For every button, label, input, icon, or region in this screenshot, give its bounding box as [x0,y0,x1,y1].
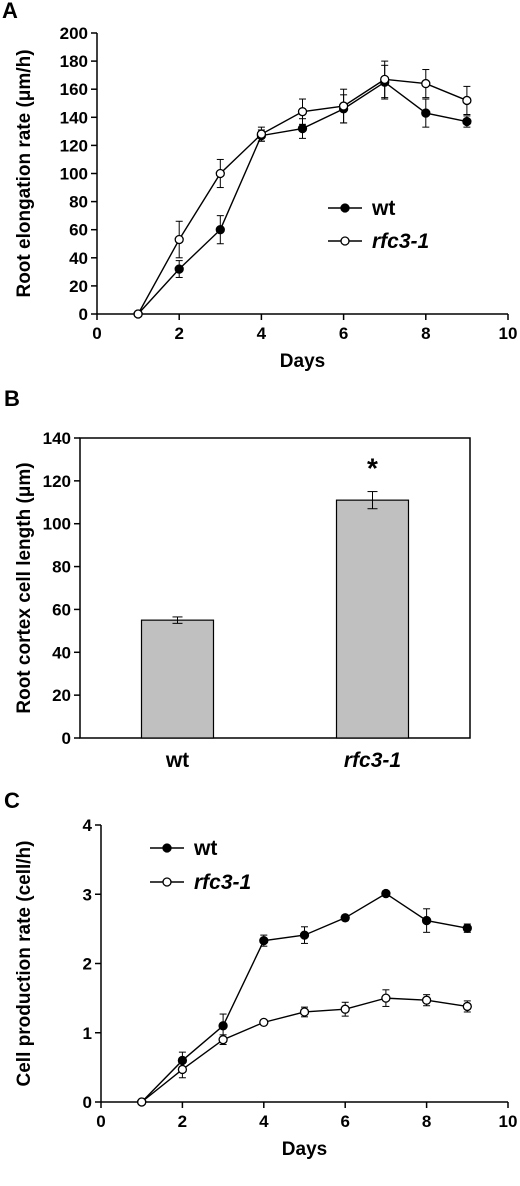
data-point [218,1021,228,1031]
panel-letter-a: A [2,0,18,23]
y-tick-label: 120 [60,136,88,155]
y-axis-label: Root cortex cell length (μm) [14,462,35,713]
data-point [259,935,269,946]
data-point [462,116,472,127]
x-tick-label: 0 [96,1112,105,1131]
y-tick-label: 200 [60,24,88,43]
x-tick-label: 2 [174,324,183,343]
x-tick-label: 4 [257,324,267,343]
legend-marker [162,877,172,887]
y-tick-label: 4 [83,816,93,835]
y-tick-label: 20 [52,686,71,705]
x-axis-label: Days [280,351,325,372]
data-point [421,915,432,926]
data-point [177,1064,188,1075]
y-tick-label: 2 [83,955,92,974]
data-point [218,1035,228,1045]
y-tick-label: 40 [69,249,88,268]
data-point [421,108,431,118]
y-axis-label: Cell production rate (cell/h) [14,841,35,1087]
data-point [133,309,143,319]
category-label: wt [165,749,189,772]
x-axis-label: Days [282,1139,327,1160]
data-point [421,995,432,1005]
y-tick-label: 100 [60,165,88,184]
x-tick-label: 10 [499,1112,518,1131]
data-point [380,74,390,85]
data-point [299,1007,310,1017]
y-tick-label: 0 [79,305,88,324]
data-point [259,1017,269,1028]
bar-rfc3-1 [335,499,410,739]
data-point [174,234,184,245]
data-point [256,129,267,139]
legend-marker [162,843,172,853]
legend-marker [340,203,350,213]
data-point [462,923,472,933]
data-point [338,101,349,111]
data-point [297,123,308,134]
x-tick-label: 10 [499,324,518,343]
x-tick-label: 8 [421,324,430,343]
x-tick-label: 6 [340,1112,349,1131]
y-tick-label: 20 [69,277,88,296]
legend-label: wt [371,197,395,220]
y-tick-label: 80 [52,558,71,577]
bar-wt [140,619,215,739]
y-tick-label: 100 [43,515,71,534]
y-tick-label: 180 [60,52,88,71]
y-tick-label: 1 [83,1024,92,1043]
x-tick-label: 6 [339,324,348,343]
y-tick-label: 0 [62,729,71,748]
y-axis-label: Root elongation rate (μm/h) [14,49,35,297]
data-point [340,913,350,923]
y-tick-label: 140 [43,429,71,448]
chart-panel-b: 0 20 40 60 80 100 120 140 Root cortex cell lengt… [14,429,471,772]
x-tick-label: 2 [178,1112,187,1131]
panel-letter-c: C [4,788,20,813]
category-label: rfc3-1 [344,749,401,772]
legend-label: rfc3-1 [194,871,251,894]
plot-frame [79,437,471,739]
data-point [137,1097,147,1107]
y-tick-label: 80 [69,193,88,212]
y-tick-label: 60 [69,221,88,240]
y-tick-label: 120 [43,472,71,491]
y-tick-label: 160 [60,80,88,99]
y-tick-label: 3 [83,885,92,904]
data-point [381,993,391,1003]
data-point [462,1001,472,1012]
y-tick-label: 40 [52,643,71,662]
x-tick-label: 4 [259,1112,269,1131]
y-tick-label: 60 [52,600,71,619]
data-point [297,107,308,117]
legend-marker [340,236,350,246]
x-tick-label: 8 [422,1112,431,1131]
data-point [340,1004,350,1014]
y-tick-label: 0 [83,1093,92,1112]
chart-panel-c: 0 2 4 6 8 10 0 1 2 3 4 Days Cell production rate (ce… [14,816,517,1160]
data-point [381,888,391,899]
data-point [215,225,225,235]
panel-letter-b: B [4,386,20,411]
y-tick-label: 140 [60,108,88,127]
significance-marker: * [367,453,378,484]
data-point [215,168,225,179]
data-point [174,264,184,274]
data-point [421,78,431,89]
data-point [462,95,472,106]
legend-label: rfc3-1 [372,230,429,253]
x-tick-label: 0 [92,324,101,343]
series-line-wt [141,892,468,1103]
chart-panel-a: 0 2 4 6 8 10020406080100120140160180200DaysRo… [14,24,517,372]
data-point [299,930,310,940]
legend-label: wt [193,837,217,860]
